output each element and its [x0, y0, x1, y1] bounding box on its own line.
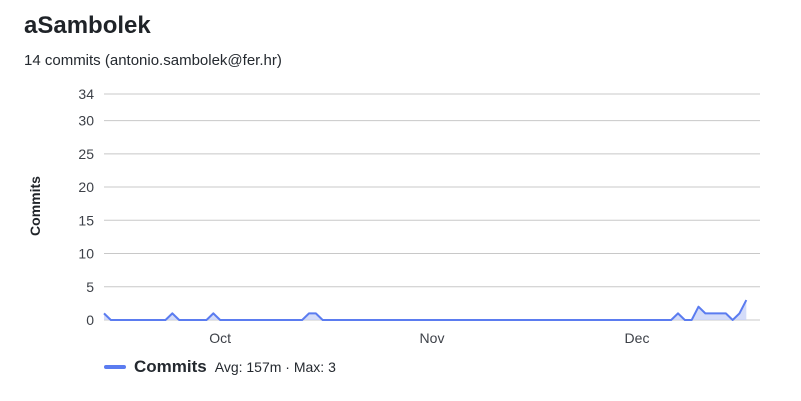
series-layer	[103, 299, 748, 321]
y-tick-label: 25	[78, 146, 94, 162]
grid-lines	[104, 93, 760, 321]
x-tick-labels: Oct Nov Dec	[209, 330, 649, 346]
series-line[interactable]	[103, 299, 748, 321]
legend-series-name: Commits	[134, 357, 207, 376]
chart-title: aSambolek	[24, 12, 151, 39]
y-tick-label: 5	[86, 279, 94, 295]
y-tick-labels: 0 5 10 15 20 25 30 34	[78, 86, 94, 328]
series-area	[104, 300, 747, 320]
y-tick-label: 20	[78, 179, 94, 195]
legend-swatch	[104, 365, 126, 369]
legend-stats: Avg: 157m · Max: 3	[214, 359, 336, 375]
y-tick-label: 34	[78, 86, 94, 102]
y-tick-label: 0	[86, 312, 94, 328]
x-tick-label: Dec	[625, 330, 650, 346]
chart-subtitle: 14 commits (antonio.sambolek@fer.hr)	[24, 52, 282, 69]
y-tick-label: 30	[78, 113, 94, 129]
x-tick-label: Nov	[420, 330, 445, 346]
y-tick-label: 15	[78, 212, 94, 228]
y-tick-label: 10	[78, 246, 94, 262]
y-axis-title: Commits	[27, 176, 43, 236]
legend[interactable]: Commits Avg: 157m · Max: 3	[104, 356, 336, 378]
x-tick-label: Oct	[209, 330, 231, 346]
